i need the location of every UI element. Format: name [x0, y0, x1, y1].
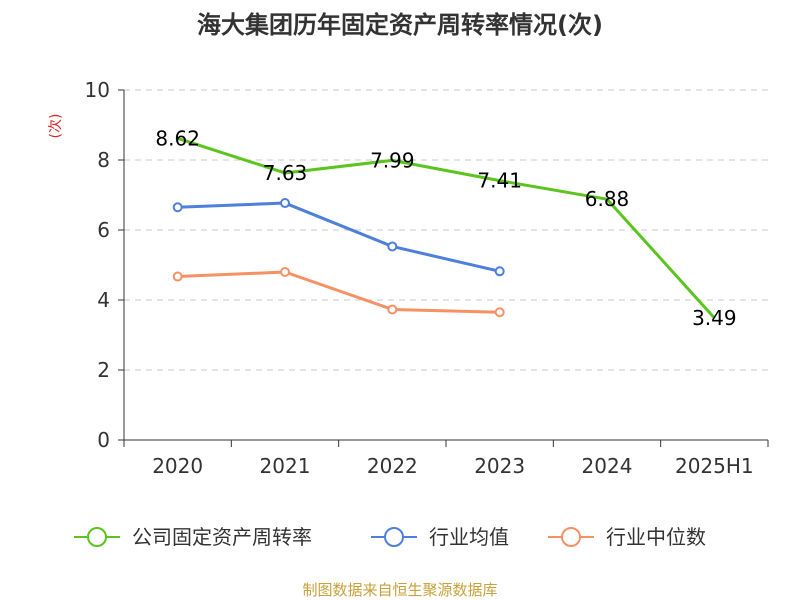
data-label: 7.41 [477, 169, 522, 193]
series-line-0 [177, 136, 716, 319]
data-point [172, 202, 183, 213]
x-tick-label: 2021 [260, 454, 311, 478]
legend-label: 公司固定资产周转率 [132, 525, 312, 549]
data-label: 8.62 [155, 126, 200, 150]
source-note: 制图数据来自恒生聚源数据库 [302, 581, 497, 599]
data-label: 7.99 [370, 148, 415, 172]
data-label: 3.49 [692, 306, 737, 330]
y-tick-label: 0 [97, 428, 110, 452]
data-label: 7.63 [263, 161, 308, 185]
y-tick-label: 2 [97, 358, 110, 382]
series-line-1 [177, 201, 501, 273]
data-label: 6.88 [585, 187, 630, 211]
data-point [387, 304, 398, 315]
legend-swatch-marker [87, 527, 107, 547]
data-point [494, 307, 505, 318]
axes: 0 2 4 6 8 10 2020 2021 2022 2023 2024 2025H1 [85, 78, 769, 478]
grid [124, 89, 768, 371]
series-line-2 [177, 270, 500, 314]
y-tick-label: 8 [97, 148, 110, 172]
legend-swatch-marker [561, 527, 581, 547]
y-tick-label: 6 [97, 218, 110, 242]
legend: 公司固定资产周转率 行业均值 行业中位数 [74, 525, 706, 549]
data-point [494, 266, 505, 277]
series [172, 136, 716, 319]
y-axis-unit: (次) [48, 114, 64, 139]
x-tick-label: 2023 [474, 454, 525, 478]
x-tick-label: 2025H1 [675, 454, 754, 478]
x-tick-label: 2022 [367, 454, 418, 478]
legend-swatch-marker [384, 527, 404, 547]
data-labels: 8.62 7.63 7.99 7.41 6.88 3.49 [155, 126, 736, 330]
chart-title: 海大集团历年固定资产周转率情况(次) [197, 11, 603, 39]
y-tick-label: 4 [97, 288, 110, 312]
data-point [387, 241, 398, 252]
x-tick-label: 2020 [152, 454, 203, 478]
legend-label: 行业中位数 [606, 525, 706, 549]
x-tick-label: 2024 [582, 454, 633, 478]
data-point [280, 267, 290, 277]
y-tick-label: 10 [85, 78, 110, 102]
data-point [172, 271, 183, 282]
data-point [280, 198, 290, 209]
legend-label: 行业均值 [429, 525, 509, 549]
